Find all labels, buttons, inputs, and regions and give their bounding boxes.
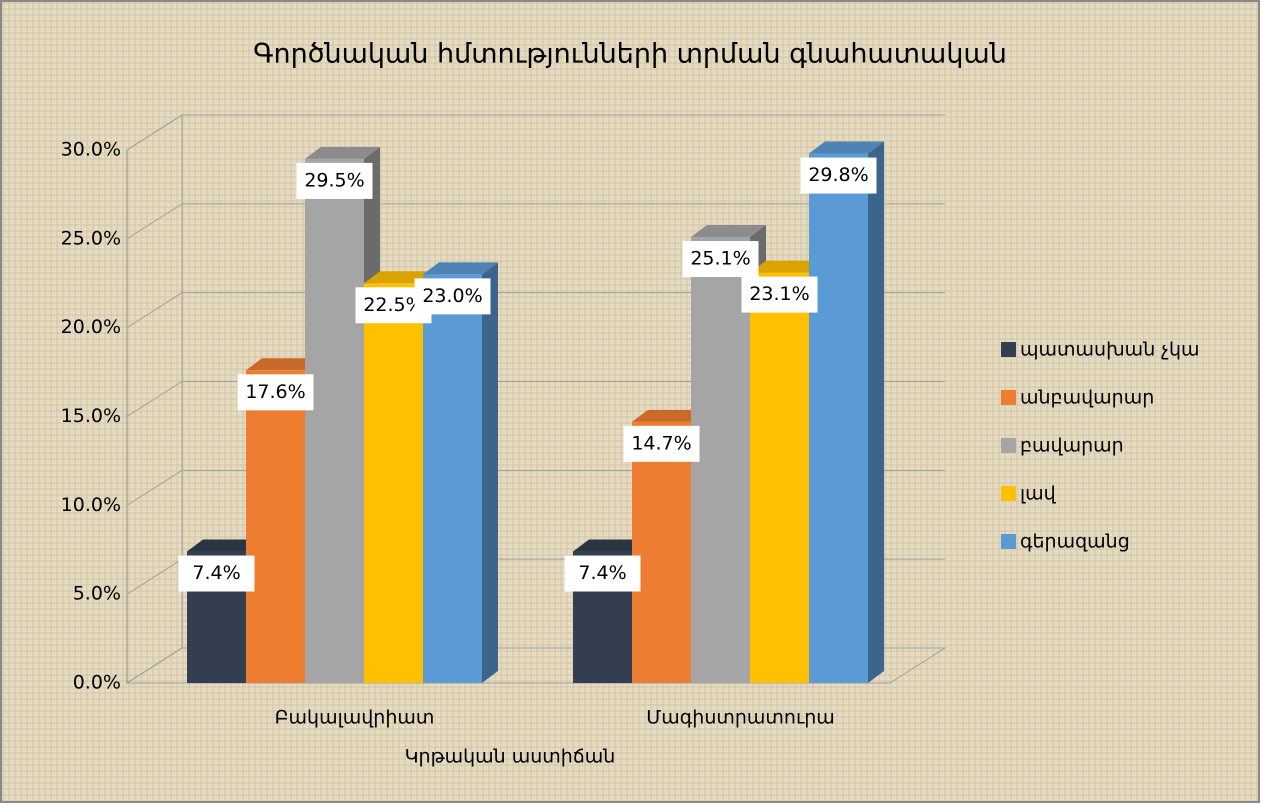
bar bbox=[809, 153, 868, 683]
bar-side bbox=[868, 141, 884, 683]
y-tick-label: 0.0% bbox=[73, 672, 121, 694]
grid-line bbox=[126, 203, 945, 240]
data-label: 7.4% bbox=[578, 562, 626, 584]
data-label-box bbox=[564, 555, 641, 592]
data-label: 23.0% bbox=[422, 285, 482, 307]
legend-swatch bbox=[1001, 486, 1016, 501]
bar bbox=[423, 274, 482, 683]
bar-top bbox=[809, 141, 884, 154]
bar bbox=[632, 421, 691, 683]
data-label-box bbox=[296, 162, 373, 199]
y-tick-label: 30.0% bbox=[61, 139, 121, 161]
bar-side bbox=[482, 262, 498, 683]
bar bbox=[691, 237, 750, 683]
data-label: 29.5% bbox=[304, 169, 364, 191]
grid-line bbox=[126, 292, 945, 329]
data-label-box bbox=[178, 555, 255, 592]
legend-swatch bbox=[1001, 342, 1016, 357]
y-tick-label: 10.0% bbox=[61, 494, 121, 516]
bar-top bbox=[632, 409, 707, 422]
legend-swatch bbox=[1001, 390, 1016, 405]
bar-top bbox=[423, 262, 498, 275]
data-label: 14.7% bbox=[631, 432, 691, 454]
y-tick-label: 25.0% bbox=[61, 227, 121, 249]
bar-top bbox=[691, 225, 766, 238]
data-label: 17.6% bbox=[245, 381, 305, 403]
grid-line bbox=[126, 114, 945, 151]
legend-label: լավ bbox=[1020, 483, 1057, 505]
bar bbox=[364, 283, 423, 683]
bar-top bbox=[573, 539, 648, 552]
grid-line bbox=[126, 381, 945, 417]
data-label-box bbox=[237, 374, 314, 411]
bar-top bbox=[305, 146, 380, 159]
bar bbox=[750, 272, 809, 683]
x-tick-label: Բակալավրիատ bbox=[275, 707, 435, 729]
legend-swatch bbox=[1001, 534, 1016, 549]
y-tick-label: 5.0% bbox=[73, 583, 121, 605]
bar bbox=[246, 370, 305, 683]
legend-label: անբավարար bbox=[1020, 387, 1154, 409]
data-label-box bbox=[741, 276, 818, 313]
bar-top bbox=[246, 358, 321, 371]
x-axis-label: Կրթական աստիճան bbox=[405, 746, 616, 768]
bar bbox=[305, 158, 364, 684]
y-tick-label: 15.0% bbox=[61, 405, 121, 427]
legend-swatch bbox=[1001, 438, 1016, 453]
legend-label: պատասխան չկա bbox=[1020, 339, 1200, 361]
legend-label: գերազանց bbox=[1020, 531, 1130, 553]
data-label: 23.1% bbox=[749, 283, 809, 305]
bar-top bbox=[750, 260, 825, 273]
bar-group bbox=[809, 141, 884, 683]
data-label: 22.5% bbox=[363, 294, 423, 316]
bar-group bbox=[423, 262, 498, 683]
data-label-box bbox=[414, 278, 491, 315]
chart-title: Գործնական հմտությունների տրման գնահատակա… bbox=[253, 39, 1007, 70]
data-label: 25.1% bbox=[690, 248, 750, 270]
data-label: 7.4% bbox=[192, 562, 240, 584]
data-label-box bbox=[800, 157, 877, 194]
legend-label: բավարար bbox=[1020, 435, 1124, 457]
data-label-box bbox=[682, 241, 759, 278]
x-tick-label: Մագիստրատուրա bbox=[646, 707, 835, 729]
data-label: 29.8% bbox=[808, 164, 868, 186]
bar-top bbox=[187, 539, 262, 552]
data-label-box bbox=[623, 425, 700, 462]
y-tick-label: 20.0% bbox=[61, 316, 121, 338]
